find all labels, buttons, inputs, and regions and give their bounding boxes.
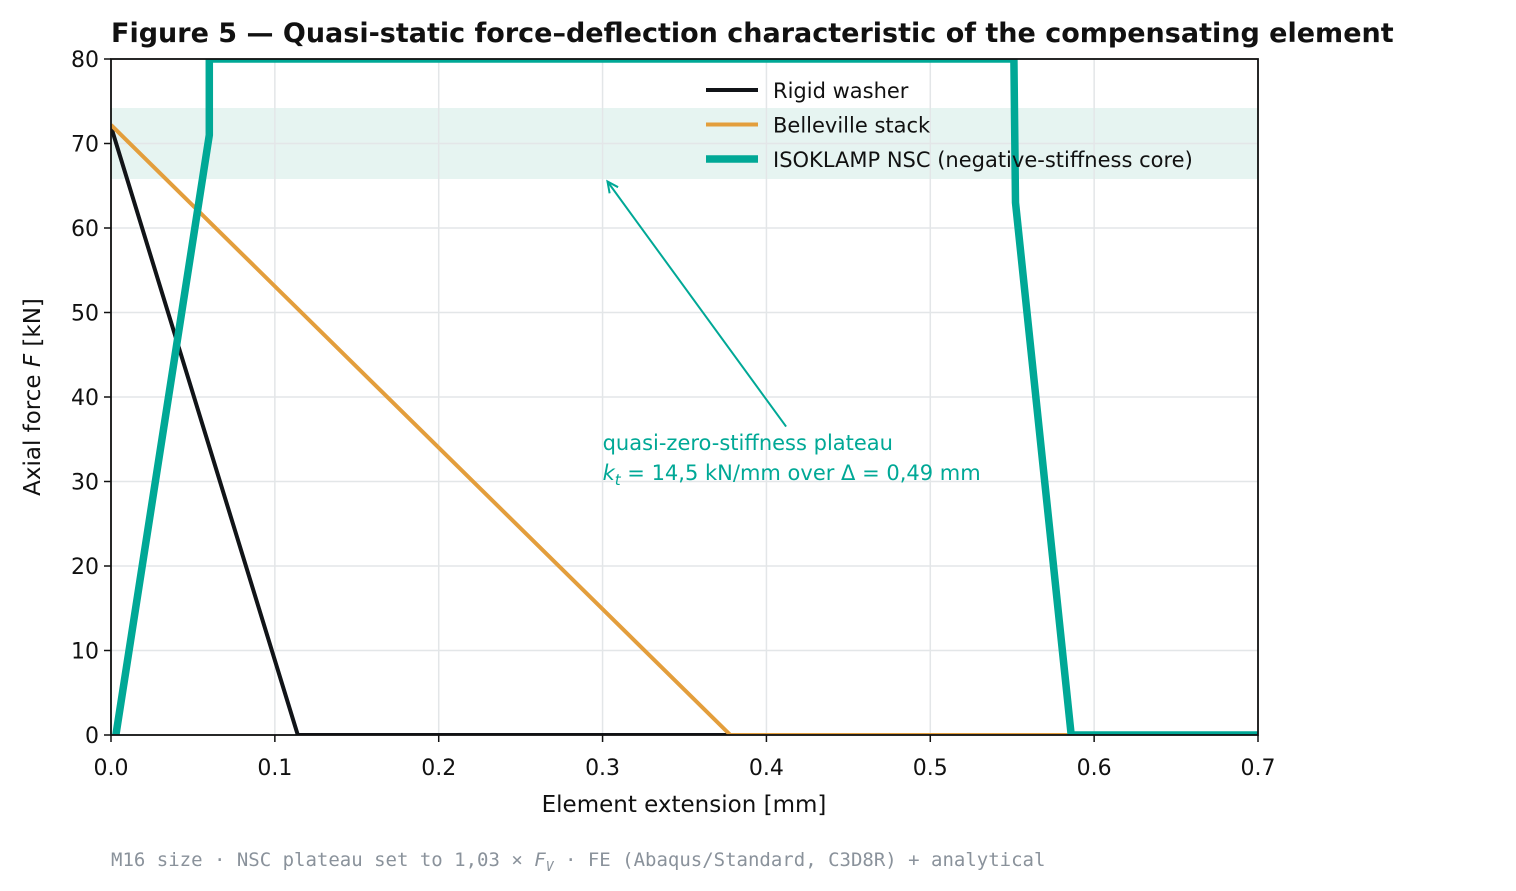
footnote: M16 size · NSC plateau set to 1,03 × FV …	[111, 849, 1045, 875]
y-axis-label: Axial force F [kN]	[20, 298, 46, 496]
y-tick-label: 30	[71, 471, 99, 496]
x-tick-label: 0.4	[749, 756, 784, 781]
y-tick-label: 20	[71, 555, 99, 580]
y-axis: 0 10 20 30 40 50 60 70 80	[71, 48, 111, 749]
series-line-1	[111, 126, 1258, 735]
legend: Rigid washer Belleville stack ISOKLAMP NSC…	[706, 79, 1193, 172]
series-line-3	[112, 59, 1258, 735]
annotation-arrow	[606, 180, 787, 428]
annotation-line-2: kt = 14,5 kN/mm over Δ = 0,49 mm	[603, 461, 981, 489]
x-tick-label: 0.6	[1077, 756, 1112, 781]
y-tick-label: 70	[71, 133, 99, 158]
y-tick-label: 50	[71, 302, 99, 327]
x-tick-label: 0.0	[94, 756, 129, 781]
y-tick-label: 60	[71, 217, 99, 242]
y-tick-label: 80	[71, 48, 99, 73]
y-tick-label: 0	[85, 724, 99, 749]
annotation: quasi-zero-stiffness plateau kt = 14,5 kN…	[603, 179, 981, 489]
series-line-2	[111, 123, 1258, 735]
x-tick-label: 0.1	[257, 756, 292, 781]
x-axis: 0.0 0.1 0.2 0.3 0.4 0.5 0.6 0.7	[94, 735, 1276, 781]
legend-label: Belleville stack	[773, 114, 931, 138]
x-tick-label: 0.3	[585, 756, 620, 781]
x-tick-label: 0.2	[421, 756, 456, 781]
legend-label: Rigid washer	[773, 79, 909, 103]
plot-area	[110, 58, 1259, 736]
chart-title: Figure 5 — Quasi-static force–deflection…	[111, 18, 1394, 49]
x-tick-label: 0.7	[1241, 756, 1276, 781]
annotation-arrowhead	[606, 179, 619, 194]
y-tick-label: 10	[71, 640, 99, 665]
x-tick-label: 0.5	[913, 756, 948, 781]
annotation-line-1: quasi-zero-stiffness plateau	[603, 431, 893, 455]
legend-label: ISOKLAMP NSC (negative-stiffness core)	[773, 148, 1193, 172]
x-axis-label: Element extension [mm]	[542, 792, 827, 818]
y-tick-label: 40	[71, 386, 99, 411]
